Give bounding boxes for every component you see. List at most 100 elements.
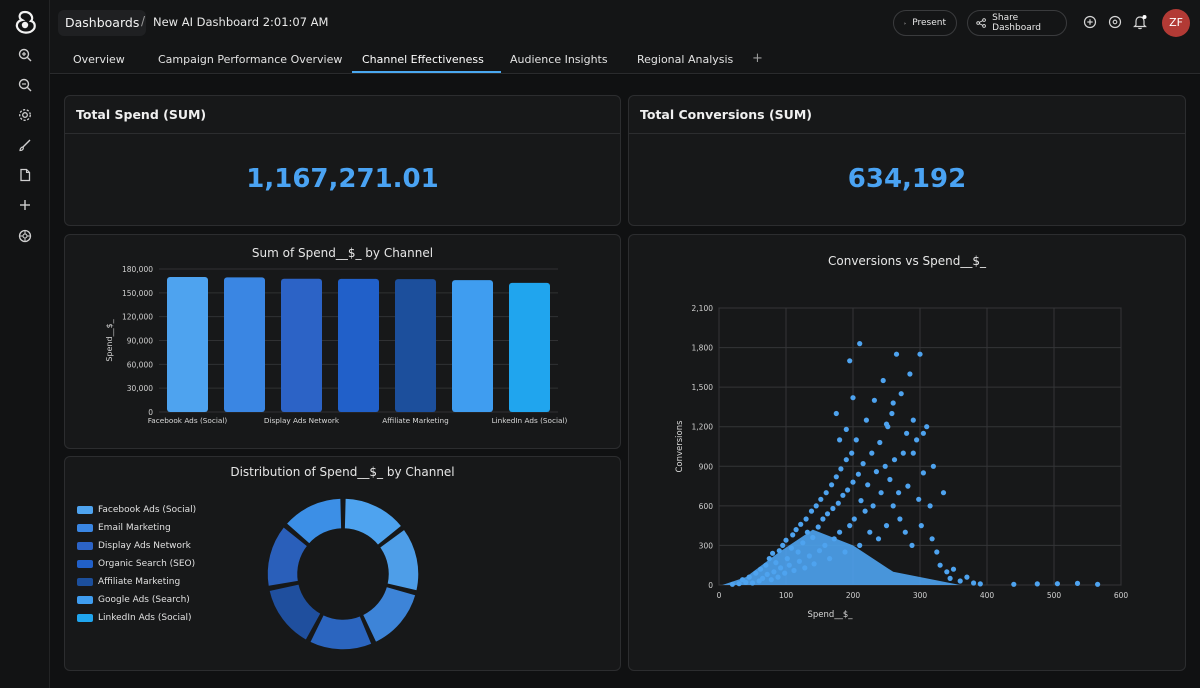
scatter-point[interactable]: [1095, 581, 1101, 587]
legend-item[interactable]: Google Ads (Search): [77, 591, 196, 609]
scatter-point[interactable]: [940, 490, 947, 496]
scatter-point[interactable]: [793, 527, 799, 533]
scatter-point[interactable]: [910, 417, 916, 423]
scatter-point[interactable]: [773, 560, 779, 566]
scatter-point[interactable]: [831, 536, 837, 542]
scatter-point[interactable]: [803, 516, 809, 522]
scatter-point[interactable]: [905, 483, 911, 489]
notification-bell-icon[interactable]: [1132, 14, 1148, 30]
zoom-out-icon[interactable]: [16, 76, 34, 94]
scatter-point[interactable]: [845, 487, 851, 493]
scatter-point[interactable]: [811, 561, 817, 567]
bar-6[interactable]: [452, 280, 493, 412]
scatter-point[interactable]: [783, 537, 789, 543]
scatter-point[interactable]: [890, 503, 896, 509]
compass-icon[interactable]: [1107, 14, 1123, 30]
bar-4[interactable]: [338, 278, 379, 412]
scatter-point[interactable]: [918, 523, 924, 529]
scatter-point[interactable]: [860, 461, 866, 467]
scatter-point[interactable]: [880, 377, 886, 384]
scatter-point[interactable]: [920, 470, 926, 476]
scatter-point[interactable]: [780, 542, 786, 548]
scatter-point[interactable]: [889, 410, 895, 417]
palette-icon[interactable]: [16, 227, 34, 245]
app-logo-icon[interactable]: [13, 10, 37, 36]
scatter-point[interactable]: [766, 556, 772, 562]
scatter-point[interactable]: [743, 579, 749, 585]
scatter-point[interactable]: [830, 505, 836, 512]
scatter-point[interactable]: [855, 471, 861, 477]
scatter-point[interactable]: [902, 529, 908, 535]
scatter-point[interactable]: [887, 476, 893, 483]
add-icon[interactable]: [16, 196, 34, 214]
scatter-point[interactable]: [788, 545, 794, 551]
tab-audience-insights[interactable]: Audience Insights: [510, 53, 608, 66]
scatter-point[interactable]: [795, 549, 801, 555]
scatter-point[interactable]: [883, 523, 890, 529]
scatter-point[interactable]: [914, 437, 920, 443]
scatter-point[interactable]: [977, 581, 983, 587]
spend-by-channel-bar-card[interactable]: Sum of Spend__$_ by Channel 0 30,000 60,00…: [64, 234, 621, 449]
scatter-point[interactable]: [865, 482, 871, 488]
scatter-point[interactable]: [802, 565, 808, 571]
legend-item[interactable]: Email Marketing: [77, 519, 196, 537]
scatter-point[interactable]: [768, 577, 774, 583]
scatter-point[interactable]: [944, 569, 950, 575]
scatter-point[interactable]: [924, 424, 930, 430]
scatter-point[interactable]: [934, 549, 940, 555]
scatter-point[interactable]: [798, 521, 804, 527]
donut-slice-4[interactable]: [308, 613, 373, 651]
scatter-point[interactable]: [746, 574, 752, 580]
donut-slice-7[interactable]: [285, 497, 343, 545]
scatter-point[interactable]: [782, 570, 788, 576]
scatter-point[interactable]: [820, 516, 826, 522]
scatter-point[interactable]: [1074, 580, 1081, 586]
kpi-total-spend-card[interactable]: Total Spend (SUM) 1,167,271.01: [64, 95, 621, 226]
kpi-total-conversions-card[interactable]: Total Conversions (SUM) 634,192: [628, 95, 1186, 226]
scatter-point[interactable]: [937, 562, 943, 568]
scatter-point[interactable]: [764, 571, 770, 577]
scatter-point[interactable]: [904, 430, 910, 436]
donut-slice-6[interactable]: [266, 525, 309, 588]
scatter-point[interactable]: [810, 534, 816, 541]
scatter-point[interactable]: [878, 490, 884, 496]
scatter-point[interactable]: [753, 570, 759, 576]
scatter-point[interactable]: [816, 548, 823, 554]
bar-5[interactable]: [395, 279, 436, 412]
scatter-point[interactable]: [847, 358, 853, 364]
scatter-point[interactable]: [877, 439, 883, 446]
scatter-point[interactable]: [822, 542, 828, 548]
scatter-point[interactable]: [757, 566, 764, 572]
scatter-point[interactable]: [1054, 581, 1060, 587]
tab-regional-analysis[interactable]: Regional Analysis: [637, 53, 734, 66]
scatter-point[interactable]: [916, 496, 922, 502]
scatter-point[interactable]: [964, 574, 970, 580]
scatter-point[interactable]: [849, 450, 855, 456]
scatter-point[interactable]: [770, 550, 776, 556]
scatter-point[interactable]: [827, 556, 833, 562]
donut-slice-1[interactable]: [343, 497, 403, 547]
scatter-point[interactable]: [851, 516, 857, 522]
scatter-point[interactable]: [813, 503, 819, 509]
legend-item[interactable]: Display Ads Network: [77, 537, 196, 555]
scatter-point[interactable]: [736, 581, 742, 587]
scatter-point[interactable]: [833, 410, 839, 417]
scatter-point[interactable]: [790, 532, 796, 538]
brush-icon[interactable]: [16, 136, 34, 154]
scatter-point[interactable]: [729, 581, 735, 587]
scatter-point[interactable]: [869, 450, 875, 456]
scatter-point[interactable]: [749, 580, 756, 586]
legend-item[interactable]: Organic Search (SEO): [77, 555, 196, 573]
scatter-point[interactable]: [857, 341, 863, 347]
scatter-point[interactable]: [838, 466, 844, 472]
legend-item[interactable]: Facebook Ads (Social): [77, 501, 196, 519]
bar-7[interactable]: [509, 282, 550, 412]
scatter-point[interactable]: [957, 578, 963, 584]
document-icon[interactable]: [16, 166, 34, 184]
scatter-point[interactable]: [909, 542, 915, 548]
scatter-point[interactable]: [857, 542, 863, 548]
zoom-in-icon[interactable]: [16, 46, 34, 64]
add-tab-button[interactable]: +: [752, 51, 763, 66]
scatter-point[interactable]: [808, 508, 815, 514]
scatter-point[interactable]: [893, 351, 900, 357]
